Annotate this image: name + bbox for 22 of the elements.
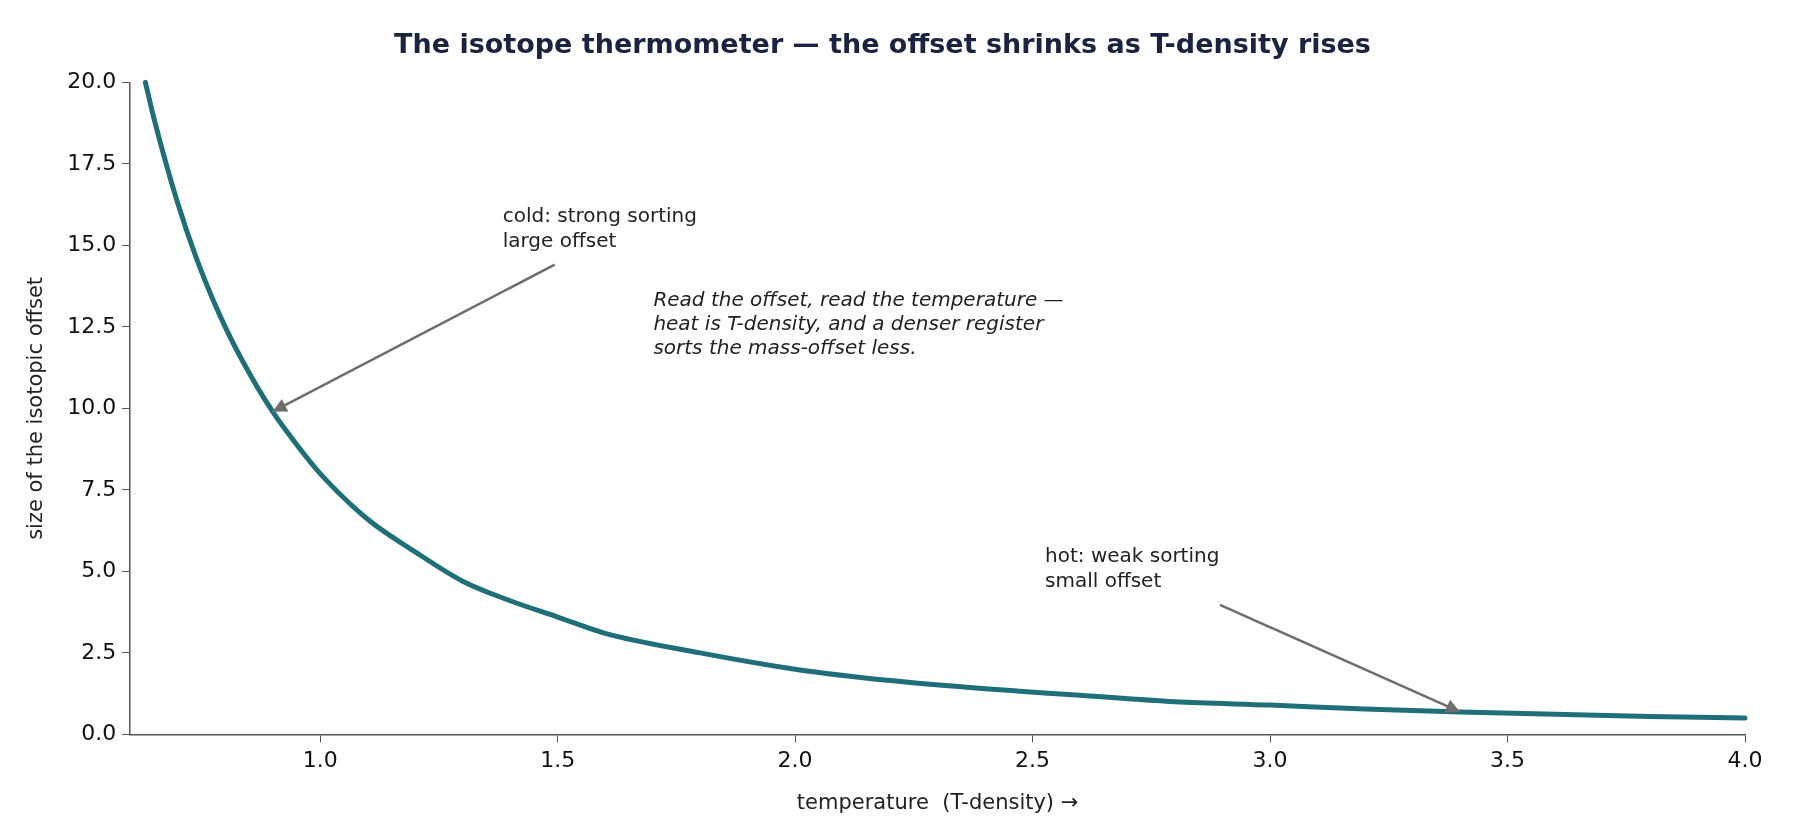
y-tick-label: 20.0	[67, 68, 117, 94]
x-tick-label: 2.5	[1015, 747, 1051, 773]
annotation: cold: strong sorting large offset	[502, 202, 697, 252]
y-axis-title: size of the isotopic offset	[23, 276, 48, 540]
x-tick-label: 1.5	[540, 747, 576, 773]
y-tick-label: 7.5	[81, 475, 117, 501]
x-tick-label: 1.0	[302, 747, 338, 773]
x-tick-label: 3.0	[1252, 747, 1288, 773]
annotation: Read the offset, read the temperature — heat is T-density, and a denser register sorts the mass-offset less.	[653, 287, 1064, 360]
y-tick-label: 17.5	[67, 149, 117, 175]
y-tick-label: 0.0	[81, 720, 117, 746]
y-tick-label: 12.5	[67, 312, 117, 338]
x-tick-label: 3.5	[1490, 747, 1526, 773]
y-tick-label: 5.0	[81, 557, 117, 583]
x-tick-label: 4.0	[1727, 747, 1763, 773]
chart-title: The isotope thermometer — the offset shrinks as T-density rises	[394, 28, 1371, 60]
y-tick-label: 2.5	[81, 638, 117, 664]
x-axis-title: temperature (T-density) →	[796, 789, 1079, 814]
x-tick-label: 2.0	[777, 747, 813, 773]
annotation: hot: weak sorting small offset	[1045, 543, 1220, 593]
y-tick-label: 10.0	[67, 394, 117, 420]
y-tick-label: 15.0	[67, 231, 117, 257]
